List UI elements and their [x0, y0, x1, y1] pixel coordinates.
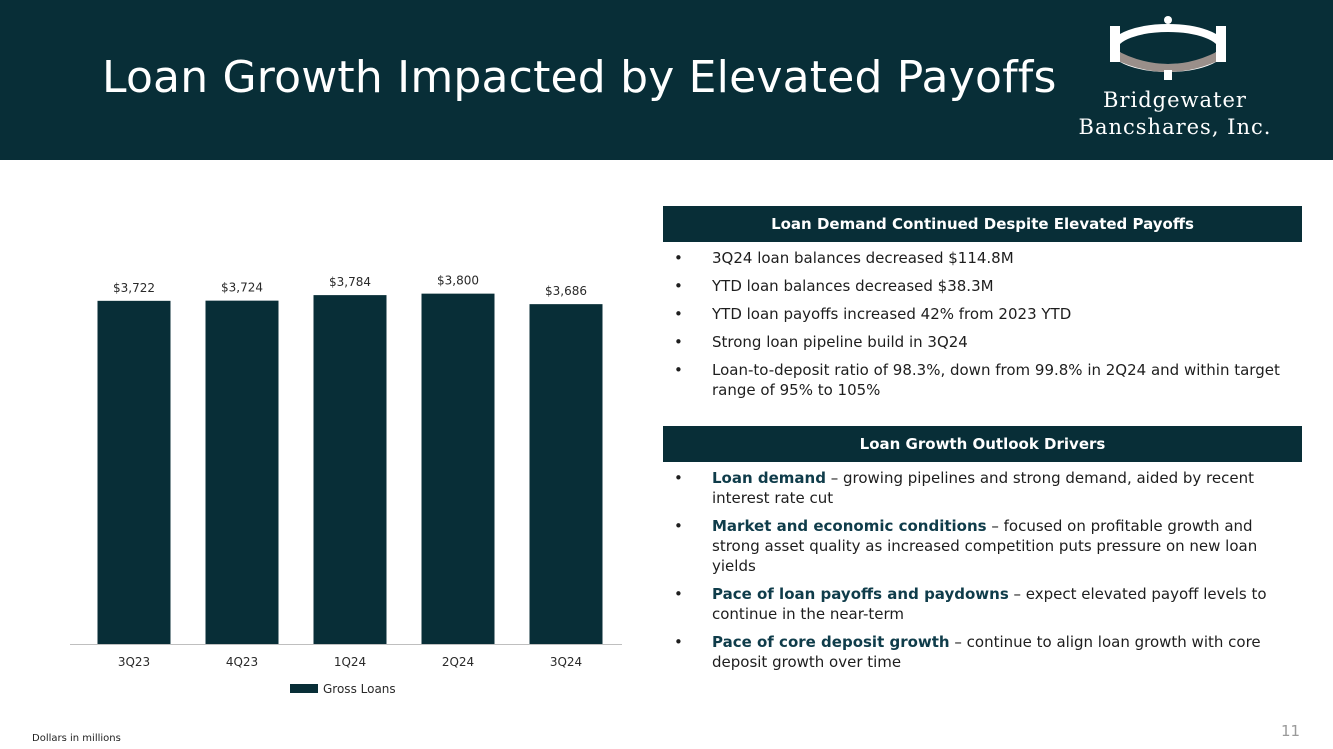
footnote: Dollars in millions: [32, 733, 121, 744]
bullet-text: – expect elevated payoff levels to conti…: [712, 585, 1267, 623]
value-label-3Q24: $3,686: [545, 284, 587, 298]
bar-chart-svg: $3,722 3Q23 $3,724 4Q23 $3,784 1Q24 $3,800 2Q24…: [70, 274, 622, 696]
bullet-item: • YTD loan balances decreased $38.3M: [674, 277, 994, 295]
bar-4Q23: [205, 300, 279, 644]
bullet-text: YTD loan balances decreased $38.3M: [712, 277, 994, 295]
value-label-1Q24: $3,784: [329, 275, 371, 289]
bar-2Q24: [421, 293, 495, 644]
company-logo: Bridgewater Bancshares, Inc.: [1060, 14, 1300, 144]
category-label-3Q23: 3Q23: [118, 655, 150, 669]
value-label-4Q23: $3,724: [221, 281, 263, 295]
bar-3Q23: [97, 300, 171, 644]
bullet-item: • Loan-to-deposit ratio of 98.3%, down fr…: [674, 361, 1280, 399]
bullet-lead: Market and economic conditions: [712, 517, 987, 535]
bullet-text: – continue to align loan growth with cor…: [712, 633, 1261, 671]
bullet-text: Strong loan pipeline build in 3Q24: [712, 333, 968, 351]
page-number: 11: [1281, 722, 1301, 740]
logo-text-line1: Bridgewater: [1103, 88, 1247, 112]
bullet-item: • YTD loan payoffs increased 42% from 202…: [674, 305, 1072, 323]
bridge-logo-icon: [1110, 16, 1226, 80]
panel-header-loan-demand: Loan Demand Continued Despite Elevated P…: [663, 206, 1302, 242]
bullet-text: YTD loan payoffs increased 42% from 2023…: [712, 305, 1072, 323]
gross-loans-chart: $3,722 3Q23 $3,724 4Q23 $3,784 1Q24 $3,800 2Q24…: [60, 230, 630, 710]
bar-3Q24: [529, 304, 603, 644]
bullet-text: 3Q24 loan balances decreased $114.8M: [712, 249, 1014, 267]
outlook-drivers-panel: Loan Growth Outlook Drivers • Loan demand…: [663, 426, 1302, 680]
bullet-text: – growing pipelines and strong demand, a…: [712, 469, 1254, 507]
bullet-item: • Pace of core deposit growth – continue …: [674, 633, 1261, 671]
bullet-text: Loan-to-deposit ratio of 98.3%, down fro…: [712, 361, 1280, 399]
bar-1Q24: [313, 295, 387, 644]
page-title: Loan Growth Impacted by Elevated Payoffs: [102, 52, 1057, 103]
header-bar: Loan Growth Impacted by Elevated Payoffs…: [0, 0, 1333, 160]
loan-demand-panel: Loan Demand Continued Despite Elevated P…: [663, 206, 1302, 408]
loan-demand-bullets: • 3Q24 loan balances decreased $114.8M • Y…: [663, 248, 1302, 400]
category-label-4Q23: 4Q23: [226, 655, 258, 669]
outlook-bullets: • Loan demand – growing pipelines and str…: [663, 468, 1302, 672]
bullet-item: • Pace of loan payoffs and paydowns – exp…: [674, 585, 1267, 623]
category-label-2Q24: 2Q24: [442, 655, 474, 669]
bullet-lead: Pace of loan payoffs and paydowns: [712, 585, 1009, 603]
bullet-item: • Market and economic conditions – focuse…: [674, 517, 1258, 575]
category-label-3Q24: 3Q24: [550, 655, 582, 669]
bullet-item: • Strong loan pipeline build in 3Q24: [674, 333, 968, 351]
bullet-item: • 3Q24 loan balances decreased $114.8M: [674, 249, 1014, 267]
bullet-lead: Pace of core deposit growth: [712, 633, 950, 651]
bullet-lead: Loan demand: [712, 469, 826, 487]
legend-swatch: [290, 684, 318, 693]
panel-header-outlook: Loan Growth Outlook Drivers: [663, 426, 1302, 462]
category-label-1Q24: 1Q24: [334, 655, 366, 669]
legend-label: Gross Loans: [323, 682, 396, 696]
bullet-text: – focused on profitable growth and stron…: [712, 517, 1258, 575]
logo-text-line2: Bancshares, Inc.: [1078, 115, 1272, 139]
value-label-3Q23: $3,722: [113, 281, 155, 295]
value-label-2Q24: $3,800: [437, 274, 479, 288]
bullet-item: • Loan demand – growing pipelines and str…: [674, 469, 1254, 507]
